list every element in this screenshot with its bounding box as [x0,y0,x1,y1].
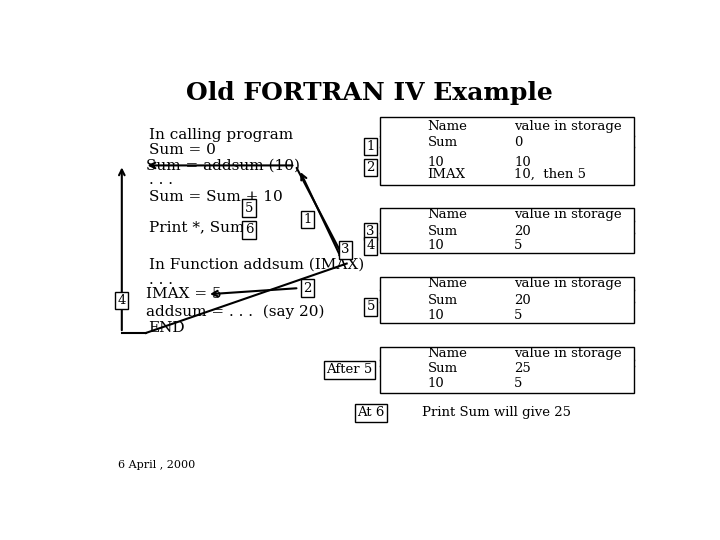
Text: 3: 3 [366,225,375,238]
Text: Sum = 0: Sum = 0 [148,143,215,157]
Text: value in storage: value in storage [514,277,621,290]
Text: Sum: Sum [428,362,458,375]
Text: Print *, Sum: Print *, Sum [148,220,244,234]
Text: 10,  then 5: 10, then 5 [514,168,586,181]
Text: IMAX: IMAX [428,168,466,181]
Text: Name: Name [428,120,467,133]
Text: . . .: . . . [148,173,173,187]
Text: Name: Name [428,347,467,360]
Text: 10: 10 [428,377,444,390]
Text: 4: 4 [366,239,375,252]
Text: After 5: After 5 [326,363,372,376]
FancyBboxPatch shape [380,117,634,185]
FancyBboxPatch shape [380,208,634,253]
Text: At 6: At 6 [357,406,384,420]
Text: Name: Name [428,208,467,221]
Text: 3: 3 [341,244,350,256]
Text: Sum: Sum [428,136,458,148]
Text: In Function addsum (IMAX): In Function addsum (IMAX) [148,258,364,272]
Text: 6 April , 2000: 6 April , 2000 [118,460,195,470]
Text: 1: 1 [303,213,312,226]
Text: Sum: Sum [428,225,458,238]
Text: 6: 6 [245,224,253,237]
Text: Name: Name [428,277,467,290]
Text: Sum: Sum [428,294,458,307]
Text: 10: 10 [428,239,444,252]
Text: Sum = addsum (10): Sum = addsum (10) [145,158,300,172]
Text: IMAX = 5: IMAX = 5 [145,287,222,301]
Text: 10: 10 [514,156,531,169]
Text: value in storage: value in storage [514,120,621,133]
Text: Print Sum will give 25: Print Sum will give 25 [422,406,571,420]
Text: Sum = Sum + 10: Sum = Sum + 10 [148,190,282,204]
Text: 5: 5 [514,239,523,252]
Text: 4: 4 [117,294,126,307]
Text: . . .: . . . [148,273,173,287]
Text: 1: 1 [366,140,375,153]
FancyBboxPatch shape [380,347,634,393]
Text: Old FORTRAN IV Example: Old FORTRAN IV Example [186,82,552,105]
Text: 10: 10 [428,309,444,322]
Text: 25: 25 [514,362,531,375]
Text: 10: 10 [428,156,444,169]
Text: 5: 5 [514,377,523,390]
Text: 20: 20 [514,294,531,307]
Text: 2: 2 [303,281,312,295]
Text: value in storage: value in storage [514,208,621,221]
Text: 5: 5 [366,300,375,313]
Text: 2: 2 [366,161,375,174]
Text: END: END [148,321,185,335]
Text: 5: 5 [514,309,523,322]
Text: 20: 20 [514,225,531,238]
Text: In calling program: In calling program [148,129,293,143]
Text: value in storage: value in storage [514,347,621,360]
Text: 0: 0 [514,136,523,148]
Text: addsum = . . .  (say 20): addsum = . . . (say 20) [145,305,324,319]
FancyBboxPatch shape [380,277,634,323]
Text: 5: 5 [245,202,253,215]
